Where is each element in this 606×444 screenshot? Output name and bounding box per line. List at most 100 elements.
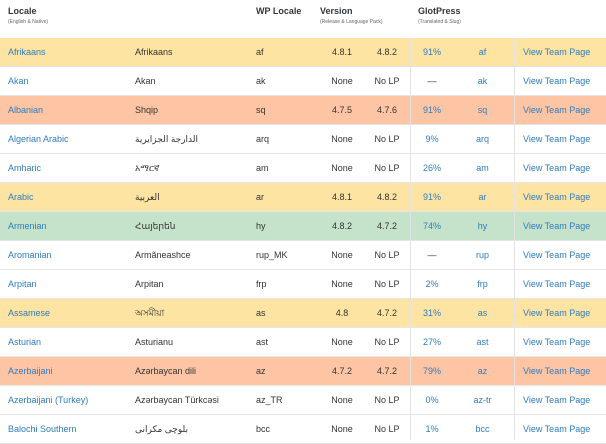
view-team-page-link[interactable]: View Team Page [523,47,591,57]
locales-table-body: Afrikaans Afrikaans af 4.8.1 4.8.2 91% af View … [0,38,606,444]
header-locale[interactable]: Locale (English & Native) [8,6,48,25]
translated-percent-link[interactable]: 1% [425,424,439,434]
header-version-sub: (Release & Language Pack) [320,19,383,25]
header-glotpress[interactable]: GlotPress (Translated & Slug) [418,6,461,25]
translated-percent-link[interactable]: 31% [422,308,441,318]
view-team-page-link[interactable]: View Team Page [523,308,591,318]
table-row: Asturian Asturianu ast None No LP 27% ast View … [0,328,606,357]
view-team-page-link[interactable]: View Team Page [523,424,591,434]
locale-native-name: አማርኛ [135,163,160,173]
translated-percent-link[interactable]: 27% [422,337,441,347]
locale-english-link[interactable]: Azerbaijani [8,366,53,376]
language-pack-version: 4.8.2 [376,192,398,202]
header-version[interactable]: Version (Release & Language Pack) [320,6,383,25]
locale-english-link[interactable]: Albanian [8,105,44,115]
header-locale-label: Locale [8,6,37,16]
glotpress-slug-link[interactable]: hy [477,221,488,231]
language-pack-version: 4.7.6 [376,105,398,115]
release-version: None [331,134,353,144]
locale-native-name: Akan [135,76,156,86]
glotpress-slug-link[interactable]: ast [476,337,489,347]
translated-percent-link[interactable]: 91% [422,192,441,202]
language-pack-version: No LP [374,337,400,347]
translated-percent-link: — [427,76,437,86]
table-row: Arabic العربية ar 4.8.1 4.8.2 91% ar View Team … [0,183,606,212]
header-wp-locale-label: WP Locale [256,6,302,16]
locale-native-name: بلوچی مکرانی [135,424,188,434]
locale-native-name: Հայերեն [135,221,176,231]
table-row: Assamese অসমীয়া as 4.8 4.7.2 31% as View Team … [0,299,606,328]
table-header: Locale (English & Native) WP Locale Vers… [0,0,606,39]
locale-english-link[interactable]: Balochi Southern [8,424,77,434]
locale-english-link[interactable]: Azerbaijani (Turkey) [8,395,89,405]
wp-locale-code: bcc [256,424,271,434]
locale-english-link[interactable]: Algerian Arabic [8,134,69,144]
header-version-label: Version [320,6,353,16]
glotpress-slug-link[interactable]: frp [477,279,488,289]
locale-native-name: Afrikaans [135,47,173,57]
translated-percent-link[interactable]: 74% [422,221,441,231]
view-team-page-link[interactable]: View Team Page [523,76,591,86]
locale-english-link[interactable]: Assamese [8,308,51,318]
glotpress-slug-link[interactable]: as [477,308,488,318]
language-pack-version: 4.7.2 [376,308,398,318]
glotpress-slug-link[interactable]: az [477,366,488,376]
view-team-page-link[interactable]: View Team Page [523,337,591,347]
glotpress-slug-link[interactable]: rup [475,250,489,260]
locale-english-link[interactable]: Akan [8,76,29,86]
wp-locale-code: frp [256,279,267,289]
release-version: None [331,163,353,173]
locale-english-link[interactable]: Amharic [8,163,42,173]
locale-english-link[interactable]: Arabic [8,192,34,202]
view-team-page-link[interactable]: View Team Page [523,221,591,231]
translated-percent-link[interactable]: 26% [422,163,441,173]
glotpress-slug-link[interactable]: ar [478,192,487,202]
view-team-page-link[interactable]: View Team Page [523,163,591,173]
release-version: 4.7.5 [331,105,353,115]
glotpress-slug-link[interactable]: sq [477,105,488,115]
locale-native-name: Azərbaycan Türkcəsi [135,395,219,405]
header-glotpress-sub: (Translated & Slug) [418,19,461,25]
translated-percent-link[interactable]: 91% [422,47,441,57]
table-row: Armenian Հայերեն hy 4.8.2 4.7.2 74% hy View Tea… [0,212,606,241]
wp-locale-code: hy [256,221,266,231]
view-team-page-link[interactable]: View Team Page [523,366,591,376]
table-row: Azerbaijani Azərbaycan dili az 4.7.2 4.7.2 79… [0,357,606,386]
view-team-page-link[interactable]: View Team Page [523,192,591,202]
translated-percent-link[interactable]: 91% [422,105,441,115]
view-team-page-link[interactable]: View Team Page [523,395,591,405]
locale-english-link[interactable]: Aromanian [8,250,52,260]
glotpress-slug-link[interactable]: am [476,163,489,173]
view-team-page-link[interactable]: View Team Page [523,279,591,289]
locale-english-link[interactable]: Arpitan [8,279,37,289]
glotpress-slug-link[interactable]: ak [477,76,488,86]
glotpress-slug-link[interactable]: af [478,47,487,57]
table-row: Amharic አማርኛ am None No LP 26% am View Team Pag… [0,154,606,183]
view-team-page-link[interactable]: View Team Page [523,105,591,115]
locale-english-link[interactable]: Armenian [8,221,47,231]
glotpress-slug-link[interactable]: az-tr [473,395,492,405]
view-team-page-link[interactable]: View Team Page [523,250,591,260]
wp-locale-code: ar [256,192,265,202]
view-team-page-link[interactable]: View Team Page [523,134,591,144]
table-row: Azerbaijani (Turkey) Azərbaycan Türkcəsi a… [0,386,606,415]
translated-percent-link[interactable]: 0% [425,395,439,405]
table-row: Afrikaans Afrikaans af 4.8.1 4.8.2 91% af View … [0,38,606,67]
wp-locale-code: am [256,163,269,173]
locale-english-link[interactable]: Afrikaans [8,47,46,57]
translated-percent-link[interactable]: 2% [425,279,439,289]
header-wp-locale[interactable]: WP Locale [256,6,301,16]
glotpress-slug-link[interactable]: arq [475,134,489,144]
wp-locale-code: ak [256,76,266,86]
language-pack-version: 4.7.2 [376,221,398,231]
translated-percent-link[interactable]: 9% [425,134,439,144]
language-pack-version: No LP [374,424,400,434]
translated-percent-link[interactable]: 79% [422,366,441,376]
translated-percent-link: — [427,250,437,260]
release-version: None [331,424,353,434]
locale-native-name: الدارجة الجزايرية [135,134,199,144]
glotpress-slug-link[interactable]: bcc [475,424,490,434]
language-pack-version: No LP [374,163,400,173]
wp-locale-code: arq [256,134,270,144]
locale-english-link[interactable]: Asturian [8,337,42,347]
